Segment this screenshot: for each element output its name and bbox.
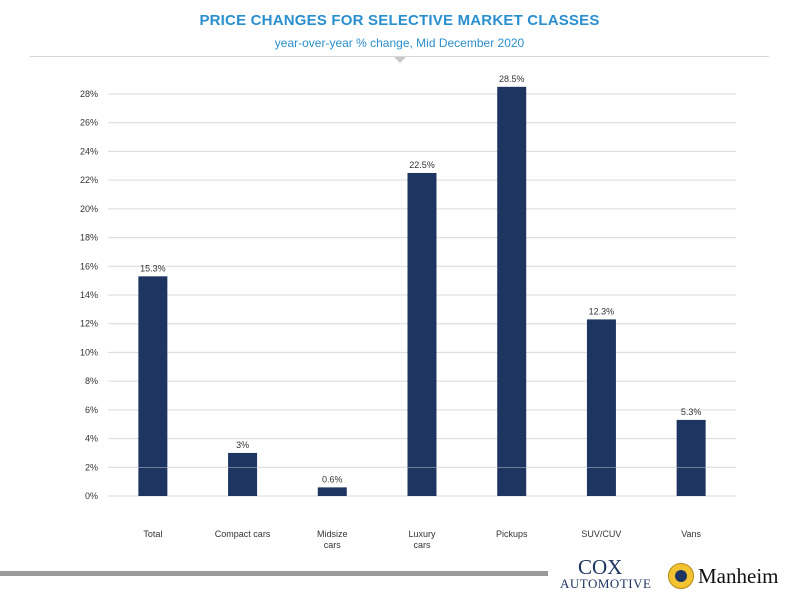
y-tick-label: 0% [85, 491, 98, 501]
cox-logo-line1: COX [578, 555, 623, 579]
y-tick-label: 2% [85, 462, 98, 472]
x-tick-label-line: cars [324, 540, 342, 550]
y-tick-label: 10% [80, 347, 98, 357]
y-tick-label: 26% [80, 118, 98, 128]
x-tick-label-line: Compact cars [215, 529, 271, 539]
data-label: 3% [236, 440, 249, 450]
y-tick-label: 6% [85, 405, 98, 415]
y-tick-label: 12% [80, 319, 98, 329]
x-tick-label: Pickups [496, 529, 528, 539]
bar [317, 487, 347, 496]
x-tick-label: Luxury cars [408, 529, 436, 550]
chart-subtitle: year-over-year % change, Mid December 20… [274, 36, 525, 50]
bar [138, 276, 168, 496]
data-label: 12.3% [589, 306, 615, 316]
header-divider [30, 56, 769, 57]
y-tick-label: 22% [80, 175, 98, 185]
y-tick-label: 14% [80, 290, 98, 300]
bar [407, 172, 437, 496]
x-tick-label: Vans [681, 529, 701, 539]
bar [676, 419, 706, 496]
x-tick-label: SUV/CUV [581, 529, 621, 539]
y-tick-label: 16% [80, 261, 98, 271]
x-tick-label-line: Luxury [408, 529, 436, 539]
y-tick-label: 20% [80, 204, 98, 214]
manheim-seal-icon [668, 563, 694, 589]
bar [586, 319, 616, 496]
manheim-logo: Manheim [668, 563, 778, 589]
y-tick-label: 28% [80, 89, 98, 99]
data-label: 0.6% [322, 474, 343, 484]
y-tick-label: 18% [80, 233, 98, 243]
footer-bar [0, 571, 548, 576]
data-label: 22.5% [409, 160, 435, 170]
bar [228, 452, 258, 496]
x-tick-label-line: Midsize [317, 529, 348, 539]
cox-logo-line2: AUTOMOTIVE [560, 576, 652, 591]
caret-down-icon [394, 57, 406, 63]
x-tick-label-line: Vans [681, 529, 701, 539]
y-tick-label: 4% [85, 434, 98, 444]
x-tick-label-line: SUV/CUV [581, 529, 621, 539]
x-tick-label-line: Total [143, 529, 162, 539]
x-tick-label: Total [143, 529, 162, 539]
cox-automotive-logo: COX AUTOMOTIVE [560, 555, 652, 591]
bar [497, 86, 527, 497]
data-label: 5.3% [681, 407, 702, 417]
manheim-logo-text: Manheim [698, 563, 779, 588]
x-tick-label-line: cars [413, 540, 431, 550]
y-tick-label: 24% [80, 146, 98, 156]
x-tick-label: Compact cars [215, 529, 271, 539]
chart-title: PRICE CHANGES FOR SELECTIVE MARKET CLASS… [199, 12, 600, 29]
x-tick-label: Midsize cars [317, 529, 348, 550]
data-label: 15.3% [140, 263, 166, 273]
data-label: 28.5% [499, 74, 525, 84]
bar-chart: 0% 2% 4% 6% 8% 10% 12% 14% 16% 18% 20% 22% 24% 26% 28%… [80, 74, 736, 550]
x-tick-label-line: Pickups [496, 529, 528, 539]
y-tick-label: 8% [85, 376, 98, 386]
